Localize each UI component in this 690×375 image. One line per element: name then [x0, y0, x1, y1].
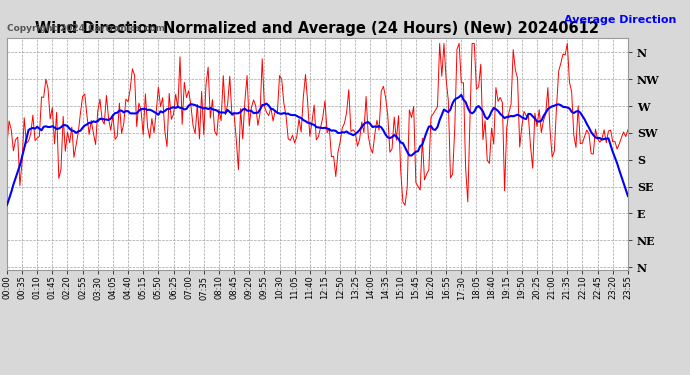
- Text: Average Direction: Average Direction: [564, 15, 676, 25]
- Title: Wind Direction Normalized and Average (24 Hours) (New) 20240612: Wind Direction Normalized and Average (2…: [35, 21, 600, 36]
- Text: Copyright 2024 Cartronics.com: Copyright 2024 Cartronics.com: [7, 24, 165, 33]
